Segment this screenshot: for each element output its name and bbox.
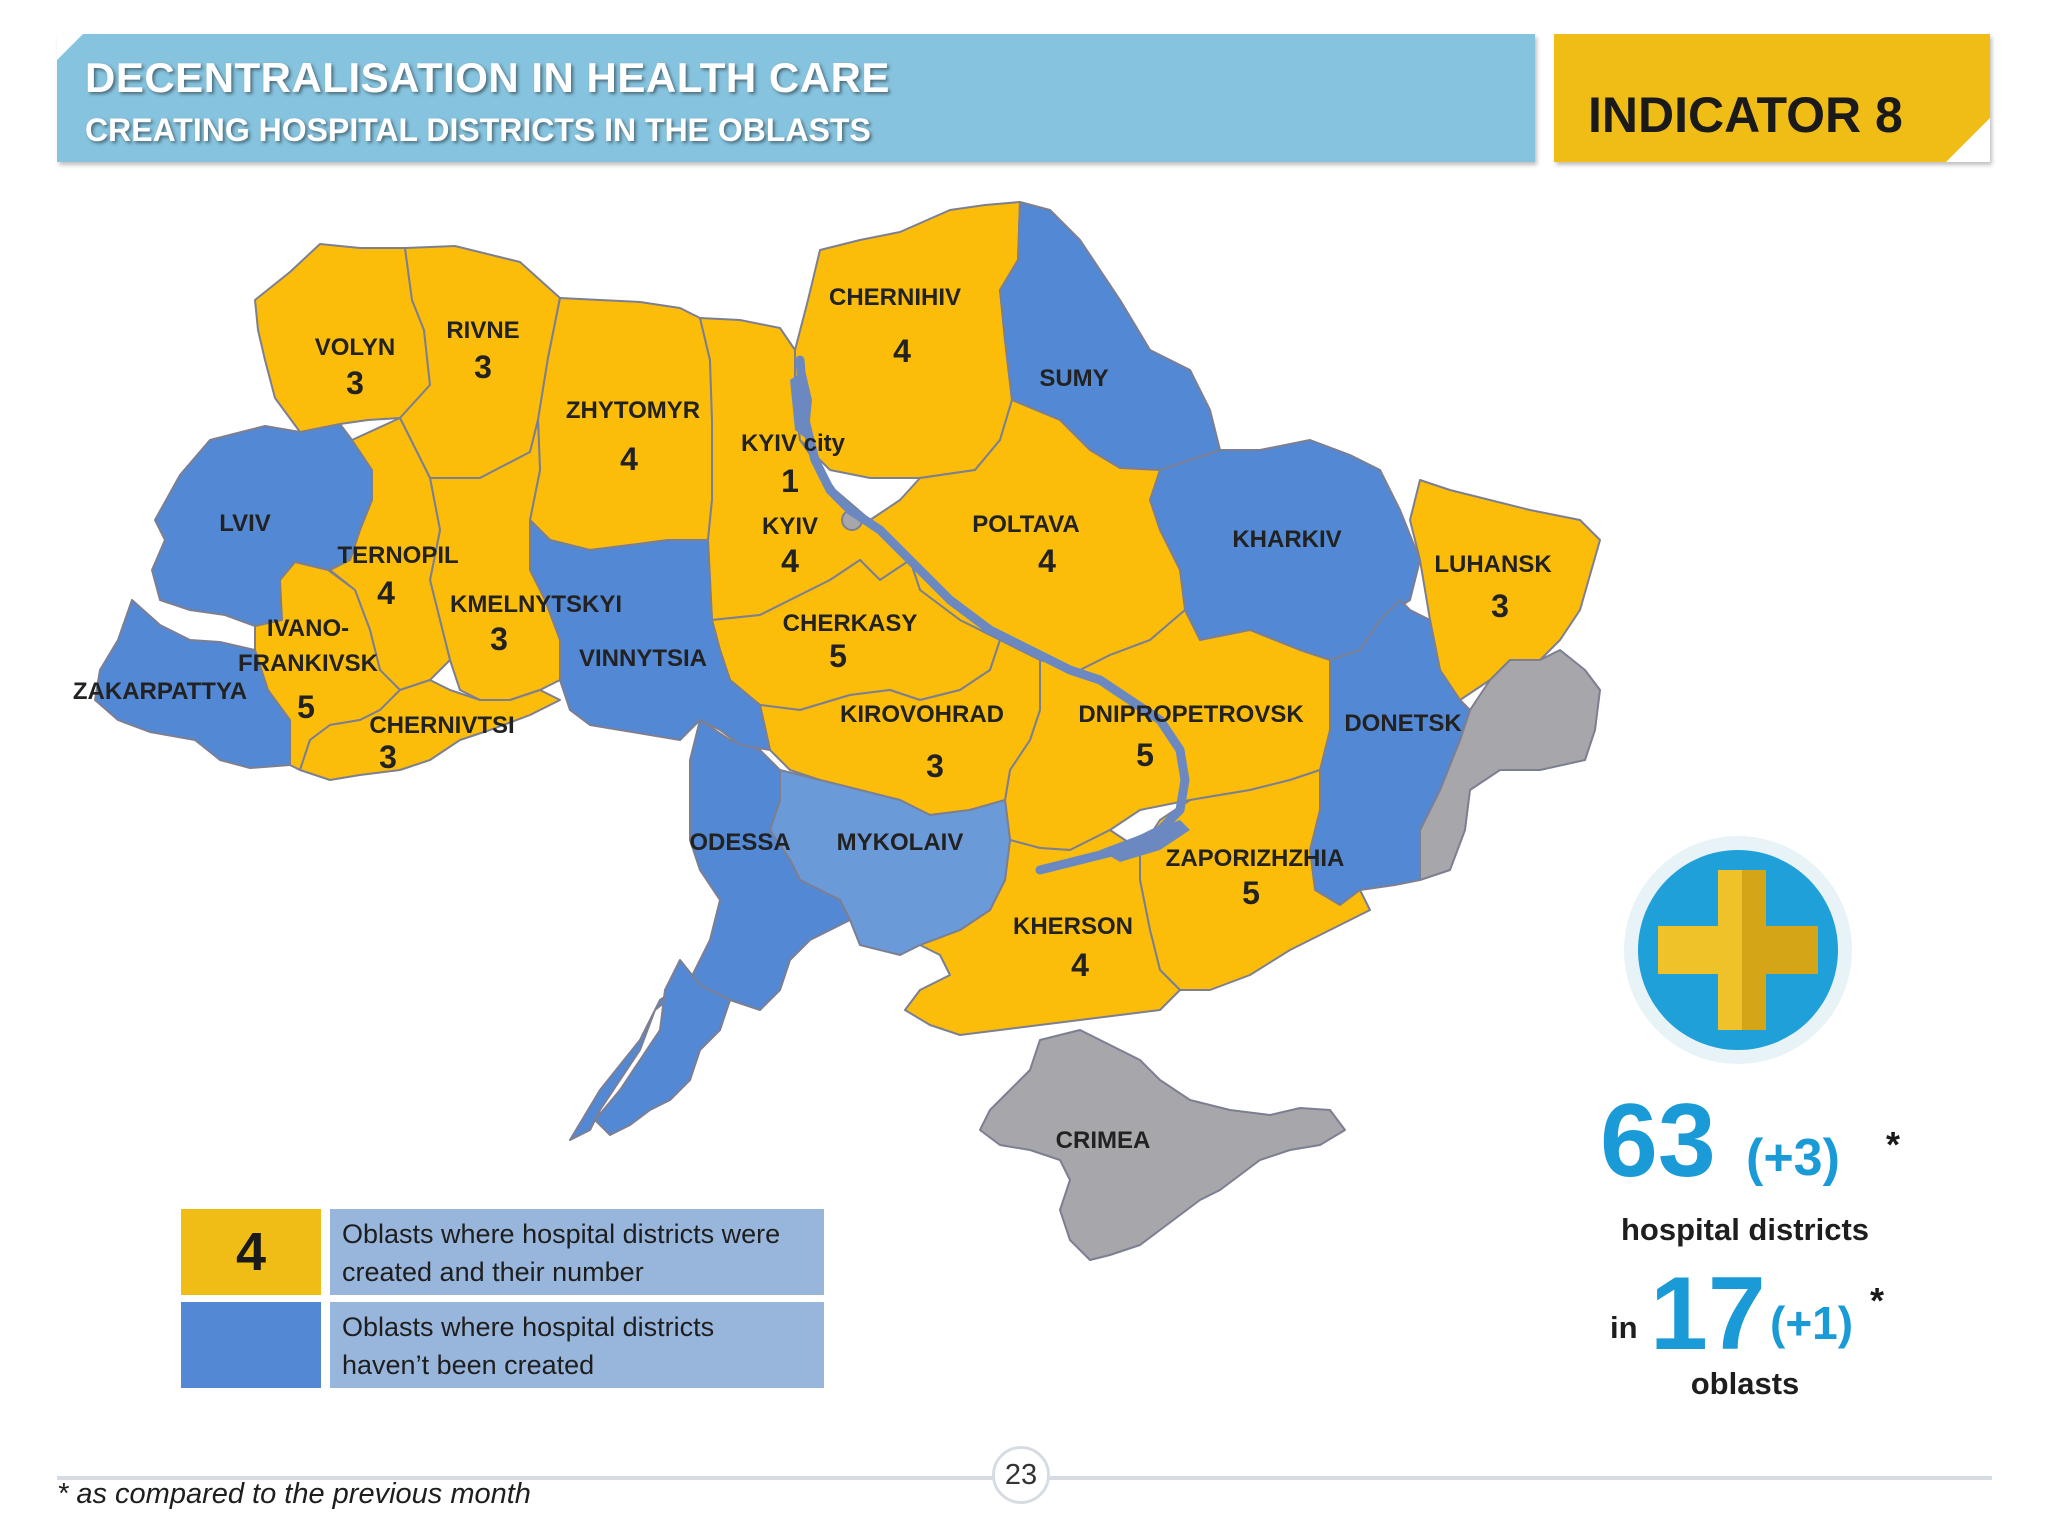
districts-star: * [1886, 1124, 1901, 1165]
count-rivne: 3 [474, 349, 492, 385]
count-zhytomyr: 4 [620, 441, 638, 477]
region-zhytomyr[interactable] [529, 297, 713, 551]
label-zhytomyr: ZHYTOMYR [566, 397, 700, 424]
label-zakarpattya: ZAKARPATTYA [73, 678, 247, 705]
label-kirovohrad: KIROVOHRAD [840, 701, 1004, 728]
legend-not-created-line2: haven’t been created [342, 1350, 595, 1380]
oblasts-label: oblasts [1690, 1366, 1800, 1401]
legend-created-line2: created and their number [342, 1257, 644, 1287]
districts-change: (+3) [1746, 1129, 1840, 1187]
page-subtitle: CREATING HOSPITAL DISTRICTS IN THE OBLAS… [85, 112, 871, 148]
label-zaporizhzhia: ZAPORIZHZHIA [1166, 845, 1345, 872]
count-kyiv: 4 [781, 543, 799, 579]
label-chernihiv: CHERNIHIV [829, 284, 961, 311]
legend-not-created-line1: Oblasts where hospital districts [342, 1312, 715, 1342]
footnote: * as compared to the previous month [57, 1478, 531, 1510]
indicator-label: INDICATOR 8 [1588, 87, 1903, 143]
label-crimea: CRIMEA [1056, 1127, 1151, 1154]
count-volyn: 3 [346, 365, 364, 401]
label-dnipropetrovsk: DNIPROPETROVSK [1078, 701, 1304, 728]
label-donetsk: DONETSK [1344, 710, 1462, 737]
legend-created-line1: Oblasts where hospital districts were [342, 1219, 781, 1249]
oblasts-total: 17 [1650, 1256, 1766, 1372]
region-odessa-south [594, 959, 731, 1136]
count-kirovohrad: 3 [926, 748, 944, 784]
count-kyiv-city: 1 [781, 463, 799, 499]
count-cherkasy: 5 [829, 638, 847, 674]
label-lviv: LVIV [219, 510, 271, 537]
label-kyiv-city: KYIV city [741, 430, 846, 457]
banner-corner-cut [57, 34, 83, 60]
count-poltava: 4 [1038, 543, 1056, 579]
indicator-badge: INDICATOR 8 [1554, 34, 1990, 162]
count-luhansk: 3 [1491, 588, 1509, 624]
region-luhansk[interactable] [1409, 479, 1601, 701]
count-chernivtsi: 3 [379, 739, 397, 775]
label-ivano-frankivsk-2: FRANKIVSK [238, 650, 379, 677]
dnipro-river [795, 355, 1190, 875]
count-ivano-frankivsk: 5 [297, 689, 315, 725]
districts-label: hospital districts [1620, 1212, 1870, 1247]
label-chernivtsi: CHERNIVTSI [369, 712, 514, 739]
count-zaporizhzhia: 5 [1242, 875, 1260, 911]
legend-not-created-text: Oblasts where hospital districts haven’t… [330, 1302, 824, 1388]
legend-swatch-not-created [181, 1302, 321, 1388]
oblasts-change: (+1) [1770, 1297, 1854, 1349]
region-crimea[interactable] [979, 1029, 1346, 1261]
page-number: 23 [992, 1446, 1050, 1504]
region-chernivtsi[interactable] [299, 679, 561, 781]
count-khmelnytskyi: 3 [490, 621, 508, 657]
label-sumy: SUMY [1039, 365, 1108, 392]
label-ternopil: TERNOPIL [337, 542, 458, 569]
legend-created-text: Oblasts where hospital districts were cr… [330, 1209, 824, 1295]
districts-total: 63 [1600, 1083, 1716, 1199]
label-mykolaiv: MYKOLAIV [837, 829, 964, 856]
label-kyiv: KYIV [762, 513, 818, 540]
label-kherson: KHERSON [1013, 913, 1133, 940]
label-kharkiv: KHARKIV [1232, 526, 1341, 553]
label-luhansk: LUHANSK [1434, 551, 1552, 578]
in-label: in [1610, 1310, 1638, 1345]
region-zakarpattya[interactable] [94, 599, 291, 769]
label-volyn: VOLYN [315, 334, 395, 361]
label-odessa: ODESSA [689, 829, 790, 856]
page-title: DECENTRALISATION IN HEALTH CARE [85, 54, 890, 101]
label-poltava: POLTAVA [972, 511, 1080, 538]
label-vinnytsia: VINNYTSIA [579, 645, 707, 672]
label-cherkasy: CHERKASY [783, 610, 918, 637]
label-rivne: RIVNE [446, 317, 519, 344]
label-khmelnytskyi: KMELNYTSKYI [450, 591, 622, 618]
cross-icon [1658, 870, 1818, 1030]
oblasts-star: * [1870, 1280, 1885, 1321]
count-ternopil: 4 [377, 575, 395, 611]
label-ivano-frankivsk-1: IVANO- [267, 615, 349, 642]
header-banner: DECENTRALISATION IN HEALTH CARE CREATING… [57, 34, 1535, 162]
legend-sample-number: 4 [235, 1222, 267, 1282]
fold-flap [1944, 116, 1984, 156]
kakhovka-reservoir [1100, 820, 1190, 862]
medical-cross-icon [1638, 850, 1838, 1050]
kyiv-reservoir [790, 370, 812, 440]
count-kherson: 4 [1071, 947, 1089, 983]
count-dnipropetrovsk: 5 [1136, 737, 1154, 773]
count-chernihiv: 4 [893, 333, 911, 369]
legend-swatch-created [181, 1209, 321, 1295]
